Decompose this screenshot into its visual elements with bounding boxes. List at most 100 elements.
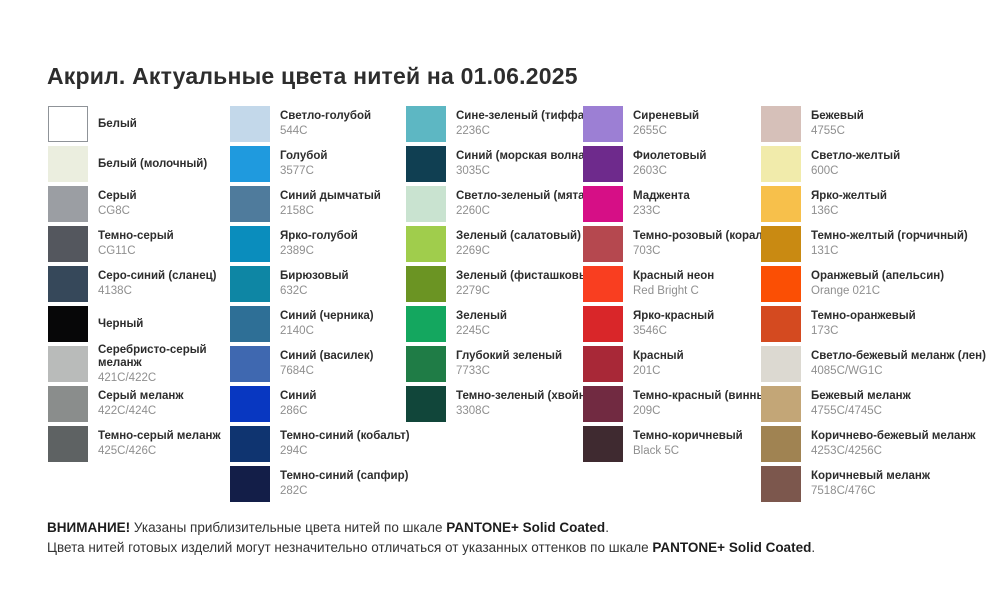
color-swatch <box>48 266 88 302</box>
color-label: Бежевый меланж 4755C/4745C <box>811 390 989 418</box>
palette-column-4: Сиреневый 2655C Фиолетовый 2603C Маджента 233… <box>583 106 811 466</box>
color-label: Синий (черника) 2140C <box>280 310 458 338</box>
color-swatch <box>761 426 801 462</box>
color-row: Зеленый 2245C <box>406 306 634 342</box>
color-name: Темно-серый меланж <box>98 430 221 442</box>
color-label: Голубой 3577C <box>280 150 458 178</box>
color-name: Бежевый <box>811 110 864 122</box>
color-row: Серебристо-серый меланж 421C/422C <box>48 344 222 384</box>
color-code: 4085C/WG1C <box>811 365 883 377</box>
color-code: Black 5C <box>633 445 680 457</box>
color-name: Темно-красный (винный) <box>633 390 778 402</box>
color-name: Темно-синий (сапфир) <box>280 470 409 482</box>
color-swatch <box>761 386 801 422</box>
color-code: 294C <box>280 445 308 457</box>
color-swatch <box>48 306 88 342</box>
color-name: Темно-коричневый <box>633 430 743 442</box>
color-name: Светло-зеленый (мята) <box>456 190 589 202</box>
color-row: Светло-бежевый меланж (лен) 4085C/WG1C <box>761 346 989 382</box>
color-label: Сиреневый 2655C <box>633 110 811 138</box>
color-swatch <box>230 266 270 302</box>
color-row: Оранжевый (апельсин) Orange 021C <box>761 266 989 302</box>
color-label: Маджента 233C <box>633 190 811 218</box>
color-code: 2260C <box>456 205 490 217</box>
color-name: Белый (молочный) <box>98 157 208 170</box>
color-swatch <box>48 226 88 262</box>
color-row: Зеленый (салатовый) 2269C <box>406 226 634 262</box>
color-row: Синий 286C <box>230 386 458 422</box>
palette-column-1: Белый Белый (молочный) Серый CG8C Темно-серы… <box>48 106 222 466</box>
color-name: Маджента <box>633 190 690 202</box>
color-name: Бежевый меланж <box>811 390 911 402</box>
color-label: Фиолетовый 2603C <box>633 150 811 178</box>
color-code: 3035C <box>456 165 490 177</box>
color-name: Темно-желтый (горчичный) <box>811 230 968 242</box>
color-label: Темно-оранжевый 173C <box>811 310 989 338</box>
color-swatch <box>583 106 623 142</box>
color-row: Темно-коричневый Black 5C <box>583 426 811 462</box>
color-label: Темно-синий (сапфир) 282C <box>280 470 458 498</box>
color-row: Ярко-красный 3546C <box>583 306 811 342</box>
color-row: Коричнево-бежевый меланж 4253C/4256C <box>761 426 989 462</box>
color-code: 2245C <box>456 325 490 337</box>
color-label: Коричнево-бежевый меланж 4253C/4256C <box>811 430 989 458</box>
color-swatch <box>406 346 446 382</box>
color-label: Ярко-желтый 136C <box>811 190 989 218</box>
color-code: 4138C <box>98 285 132 297</box>
color-swatch <box>583 346 623 382</box>
color-row: Темно-синий (кобальт) 294C <box>230 426 458 462</box>
color-code: 2236C <box>456 125 490 137</box>
color-swatch <box>761 226 801 262</box>
color-row: Серый меланж 422C/424C <box>48 386 222 422</box>
color-code: 201C <box>633 365 661 377</box>
color-label: Синий 286C <box>280 390 458 418</box>
color-swatch <box>583 186 623 222</box>
color-row: Темно-синий (сапфир) 282C <box>230 466 458 502</box>
color-swatch <box>406 186 446 222</box>
color-row: Белый <box>48 106 222 142</box>
color-label: Синий дымчатый 2158C <box>280 190 458 218</box>
color-label: Серо-синий (сланец) 4138C <box>98 270 222 298</box>
footnote: ВНИМАНИЕ! Указаны приблизительные цвета … <box>47 518 957 558</box>
color-label: Серый меланж 422C/424C <box>98 390 222 418</box>
color-code: 173C <box>811 325 839 337</box>
color-name: Темно-розовый (коралл) <box>633 230 774 242</box>
color-row: Бежевый 4755C <box>761 106 989 142</box>
color-row: Серо-синий (сланец) 4138C <box>48 266 222 302</box>
color-swatch <box>761 466 801 502</box>
color-label: Сине-зеленый (тиффани) 2236C <box>456 110 634 138</box>
color-label: Белый (молочный) <box>98 158 222 171</box>
color-name: Ярко-голубой <box>280 230 358 242</box>
color-swatch <box>48 346 88 382</box>
color-code: 2655C <box>633 125 667 137</box>
color-swatch <box>761 186 801 222</box>
color-row: Синий (черника) 2140C <box>230 306 458 342</box>
color-swatch <box>406 226 446 262</box>
color-row: Светло-зеленый (мята) 2260C <box>406 186 634 222</box>
color-code: CG11C <box>98 245 136 257</box>
color-label: Темно-красный (винный) 209C <box>633 390 811 418</box>
color-row: Белый (молочный) <box>48 146 222 182</box>
color-name: Черный <box>98 317 144 330</box>
color-code: 703C <box>633 245 661 257</box>
color-label: Темно-коричневый Black 5C <box>633 430 811 458</box>
footnote-warning-label: ВНИМАНИЕ! <box>47 520 131 535</box>
color-name: Глубокий зеленый <box>456 350 563 362</box>
color-swatch <box>761 106 801 142</box>
color-code: 4755C <box>811 125 845 137</box>
color-label: Синий (морская волна) 3035C <box>456 150 634 178</box>
color-swatch <box>406 106 446 142</box>
color-row: Сиреневый 2655C <box>583 106 811 142</box>
color-code: 4755C/4745C <box>811 405 882 417</box>
color-name: Коричнево-бежевый меланж <box>811 430 976 442</box>
color-name: Светло-голубой <box>280 110 372 122</box>
color-swatch <box>48 146 88 182</box>
color-code: 3546C <box>633 325 667 337</box>
color-name: Серо-синий (сланец) <box>98 270 217 282</box>
palette-column-2: Светло-голубой 544C Голубой 3577C Синий дымч… <box>230 106 458 506</box>
color-row: Маджента 233C <box>583 186 811 222</box>
color-row: Серый CG8C <box>48 186 222 222</box>
color-label: Темно-серый CG11C <box>98 230 222 258</box>
color-code: 233C <box>633 205 661 217</box>
color-row: Темно-серый CG11C <box>48 226 222 262</box>
